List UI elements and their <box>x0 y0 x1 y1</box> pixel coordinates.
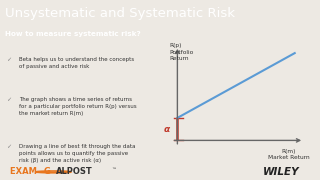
Text: ✓: ✓ <box>6 57 12 62</box>
Text: R(p)
Portfolio
Return: R(p) Portfolio Return <box>169 43 193 61</box>
Text: Beta helps us to understand the concepts
of passive and active risk: Beta helps us to understand the concepts… <box>19 57 134 69</box>
Text: Drawing a line of best fit through the data
points allows us to quantify the pas: Drawing a line of best fit through the d… <box>19 144 135 163</box>
Text: ✓: ✓ <box>6 144 12 149</box>
Text: The graph shows a time series of returns
for a particular portfolio return R(p) : The graph shows a time series of returns… <box>19 97 137 116</box>
Text: Unsystematic and Systematic Risk: Unsystematic and Systematic Risk <box>5 7 235 20</box>
Text: G: G <box>43 167 50 176</box>
Text: ™: ™ <box>111 167 116 172</box>
Text: ALPOST: ALPOST <box>56 167 93 176</box>
Text: WILEY: WILEY <box>262 167 299 177</box>
Text: How to measure systematic risk?: How to measure systematic risk? <box>5 31 140 37</box>
Text: α: α <box>164 125 170 134</box>
Text: R(m)
Market Return: R(m) Market Return <box>268 148 310 160</box>
Text: EXAM: EXAM <box>10 167 39 176</box>
Text: ✓: ✓ <box>6 97 12 102</box>
